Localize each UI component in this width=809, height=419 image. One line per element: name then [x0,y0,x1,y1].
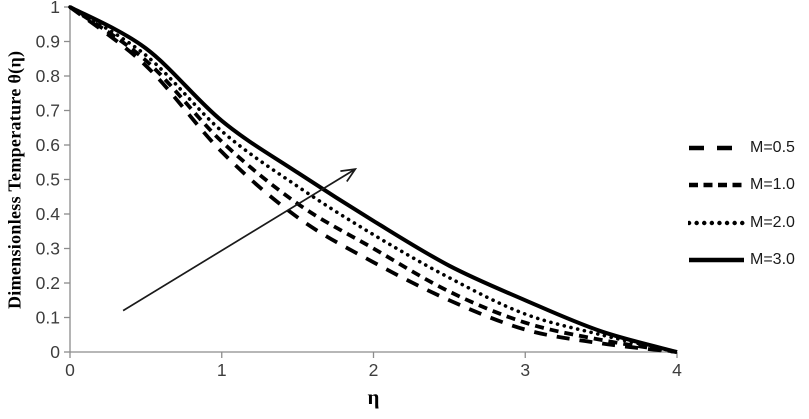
legend-item: M=3.0 [688,242,795,280]
y-tick-label: 0.7 [36,101,60,121]
y-tick-label: 0.4 [36,204,61,224]
x-tick-label: 3 [520,360,530,380]
legend-item: M=1.0 [688,167,795,205]
series-line-M=3.0 [69,5,678,354]
series-line-M=1.0 [68,5,678,354]
trend-arrow [122,168,358,312]
y-tick-label: 1 [50,0,60,17]
x-tick-label: 4 [672,360,682,380]
legend-line-sample-m-3.0-icon [689,258,744,263]
legend: M=0.5 M=1.0 M=2.0 M=3.0 [688,129,795,279]
x-tick-label: 1 [217,360,227,380]
legend-line-sample-m-1.0-icon [689,183,744,188]
axes [64,6,678,358]
y-tick-label: 0.1 [36,308,60,328]
legend-label-m-0.5: M=0.5 [750,138,795,156]
legend-item: M=2.0 [688,204,795,242]
y-tick-label: 0.3 [36,239,60,259]
series-line-M=0.5 [68,5,678,354]
legend-line-sample-m-2.0-icon [688,220,746,225]
x-tick-label: 2 [369,360,379,380]
series-line-M=2.0 [68,5,679,354]
tick-labels: 0 1 2 3 4 0 0.1 0.2 0.3 0.4 0.5 0.6 0.7 0.8 0.9 1 [36,0,682,380]
legend-label-m-2.0: M=2.0 [750,213,795,231]
legend-item: M=0.5 [688,129,795,167]
legend-label-m-1.0: M=1.0 [750,176,795,194]
legend-label-m-3.0: M=3.0 [750,251,795,269]
legend-line-sample-m-0.5-icon [689,145,744,150]
y-tick-label: 0.8 [36,66,60,86]
y-tick-label: 0.9 [36,32,60,52]
y-tick-label: 0.2 [36,273,60,293]
trend-arrow-shaft [122,168,356,312]
y-axis-title: Dimensionless Temperature θ(η) [4,50,25,309]
trend-arrow-head [340,168,358,182]
x-tick-label: 0 [65,360,75,380]
y-tick-label: 0 [50,342,60,362]
y-tick-label: 0.5 [36,170,60,190]
x-axis-title: η [367,385,380,409]
y-tick-label: 0.6 [36,135,60,155]
